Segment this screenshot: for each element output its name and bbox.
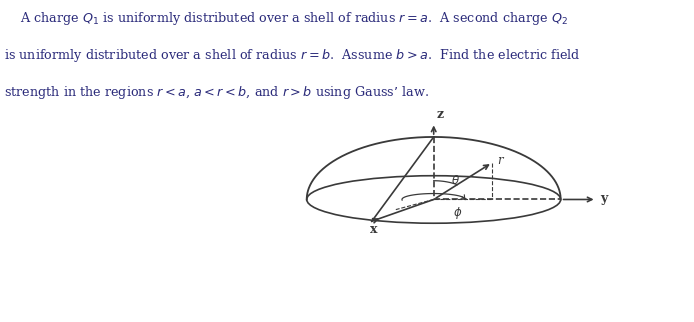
Text: z: z (437, 108, 443, 121)
Text: strength in the regions $r < a$, $a < r < b$, and $r > b$ using Gauss’ law.: strength in the regions $r < a$, $a < r … (4, 84, 429, 101)
Text: x: x (370, 223, 378, 236)
Text: r: r (498, 154, 503, 167)
Text: y: y (600, 192, 608, 205)
Text: $\phi$: $\phi$ (453, 205, 463, 221)
Text: A charge $Q_1$ is uniformly distributed over a shell of radius $r = a$.  A secon: A charge $Q_1$ is uniformly distributed … (4, 10, 568, 27)
Text: $\theta$: $\theta$ (451, 174, 460, 187)
Text: is uniformly distributed over a shell of radius $r = b$.  Assume $b > a$.  Find : is uniformly distributed over a shell of… (4, 47, 581, 64)
